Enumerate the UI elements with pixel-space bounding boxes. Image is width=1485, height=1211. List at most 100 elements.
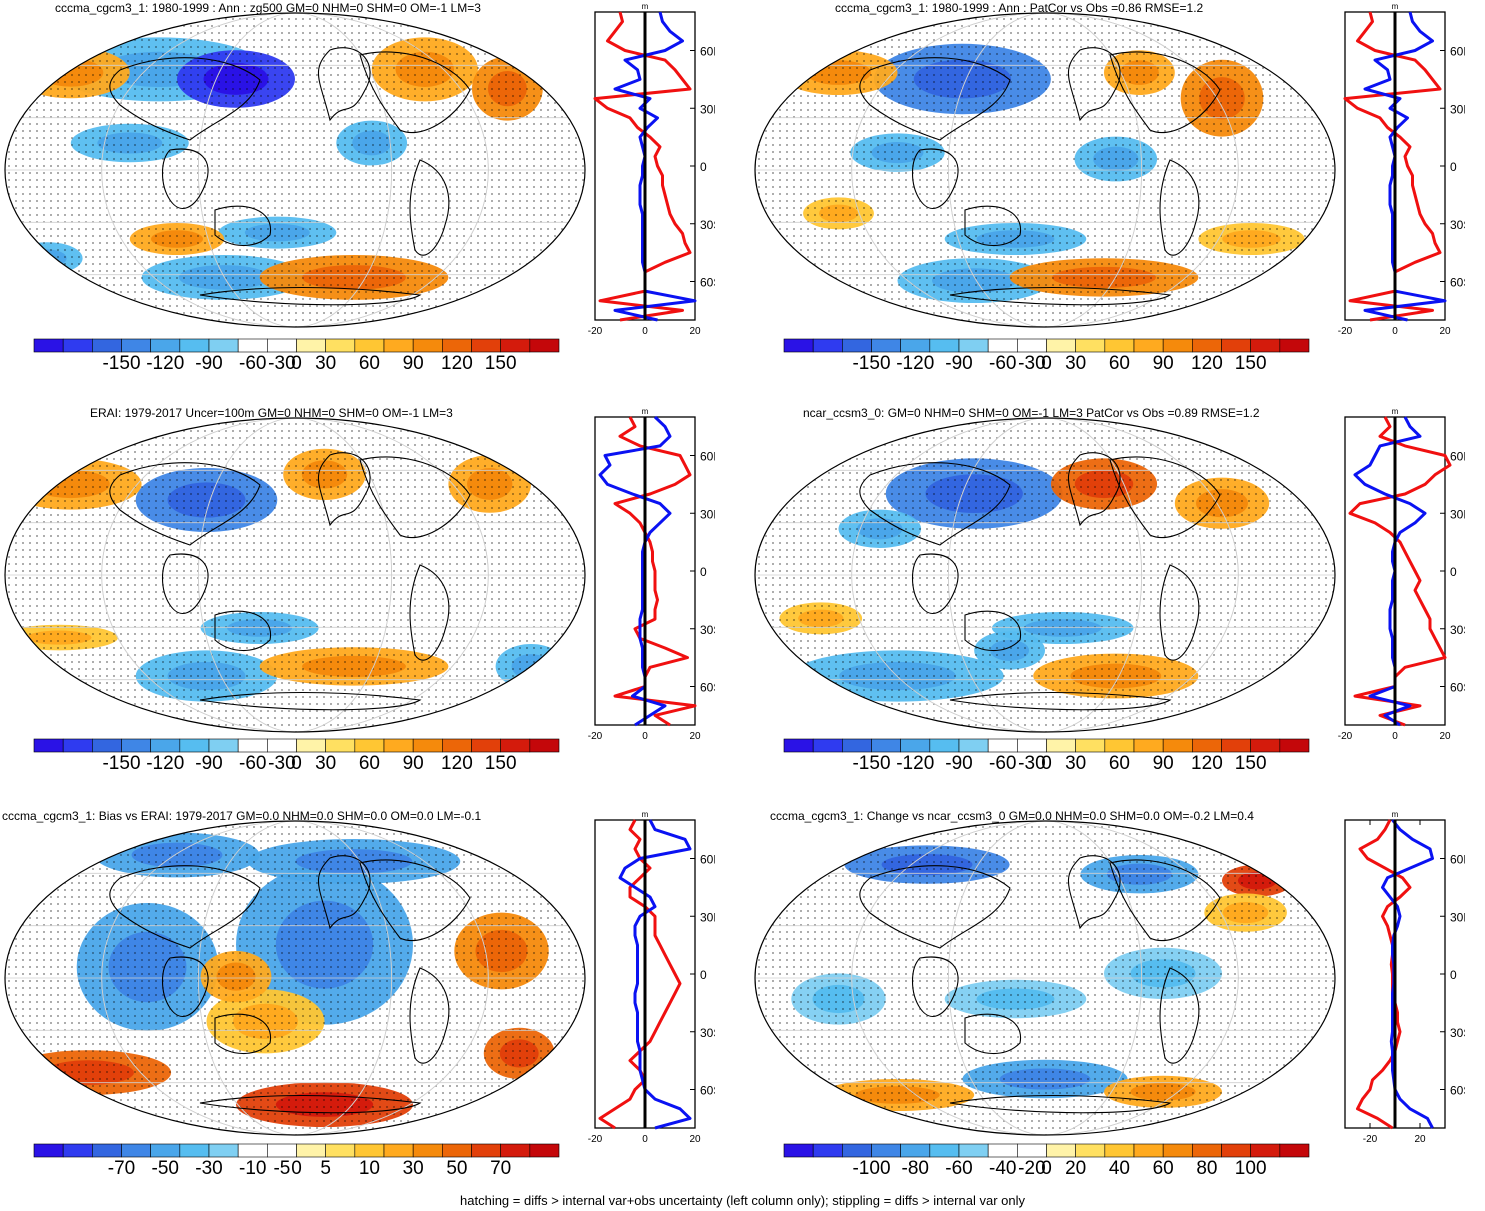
colorbar-swatch [929, 738, 960, 753]
colorbar-label: -30 [1018, 753, 1046, 774]
colorbar-label: 30 [315, 353, 337, 374]
map-frame [754, 417, 1336, 733]
colorbar-swatch [1133, 338, 1164, 353]
panel-title: cccma_cgcm3_1: 1980-1999 : Ann : PatCor … [835, 1, 1204, 15]
colorbar-label: 60 [358, 753, 380, 774]
colorbar-label: 0 [1041, 353, 1052, 374]
colorbar-label: 60 [1108, 353, 1130, 374]
coastline [1067, 855, 1121, 930]
colorbar-label: 150 [484, 753, 517, 774]
colorbar-label: -150 [852, 353, 891, 374]
zonal-profile: m 60N 30N 0 30S 60S -20 0 20 [588, 810, 715, 1145]
lat-tick-label: 60S [1450, 1084, 1465, 1098]
lat-tick-label: 60S [1450, 681, 1465, 695]
colorbar-swatch [267, 338, 297, 353]
colorbar-label: -40 [989, 1158, 1017, 1179]
panel-5: cccma_cgcm3_1: Bias vs ERAI: 1979-2017 G… [0, 808, 740, 1208]
colorbar-label: 70 [490, 1158, 512, 1179]
colorbar-swatch [1250, 1143, 1281, 1158]
lat-tick-label: 60N [1450, 853, 1465, 867]
colorbar-swatch [1250, 338, 1281, 353]
panel-title: cccma_cgcm3_1: Change vs ncar_ccsm3_0 GM… [770, 809, 1254, 823]
colorbar-label: 5 [320, 1158, 331, 1179]
panel-4: ncar_ccsm3_0: GM=0 NHM=0 SHM=0 OM=-1 LM=… [750, 405, 1485, 805]
colorbar-swatch [383, 1143, 414, 1158]
map-frame [4, 820, 586, 1136]
coastline [1159, 967, 1200, 1064]
meridian-line [197, 821, 393, 1135]
coastline [199, 691, 422, 711]
colorbar-swatch [1250, 738, 1281, 753]
colorbar-label: 150 [1234, 753, 1267, 774]
colorbar-swatch [900, 338, 931, 353]
colorbar-swatch [529, 338, 560, 353]
map-frame [4, 12, 586, 328]
x-tick-label: 20 [1414, 1134, 1426, 1145]
coastline [359, 51, 471, 134]
profile-unit: m [1392, 2, 1399, 11]
colorbar-label: -30 [1018, 353, 1046, 374]
meridian-line [947, 821, 1143, 1135]
colorbar [33, 338, 560, 353]
zonal-profile: m 60N 30N 0 30S 60S -20 0 20 [588, 2, 715, 337]
panel-2: cccma_cgcm3_1: 1980-1999 : Ann : PatCor … [750, 0, 1485, 400]
colorbar-label: 60 [1152, 1158, 1174, 1179]
lat-tick-label: 30S [1450, 218, 1465, 232]
coastline [161, 553, 209, 614]
colorbar [783, 1143, 1310, 1158]
colorbar-label: 100 [1234, 1158, 1267, 1179]
coastline [214, 205, 272, 247]
colorbar-swatch [267, 1143, 297, 1158]
colorbar-swatch [354, 338, 385, 353]
colorbar-label: -50 [151, 1158, 179, 1179]
colorbar-label: -5 [273, 1158, 291, 1179]
colorbar-swatch [1104, 1143, 1135, 1158]
lat-tick-label: 60N [1450, 450, 1465, 464]
lat-tick-label: 0 [700, 160, 707, 174]
colorbar-swatch [871, 738, 901, 753]
colorbar-swatch [529, 1143, 560, 1158]
colorbar-label: -100 [852, 1158, 891, 1179]
colorbar-label: -120 [896, 753, 935, 774]
colorbar-label: -30 [268, 753, 296, 774]
colorbar-swatch [208, 738, 239, 753]
map-frame [4, 417, 586, 733]
coastline [1067, 452, 1121, 527]
colorbar-label: -30 [268, 353, 296, 374]
coastline [1159, 564, 1200, 661]
lat-tick-label: 30N [700, 102, 715, 116]
colorbar-swatch [325, 738, 356, 753]
colorbar-swatch [500, 738, 531, 753]
x-tick-label: 0 [642, 731, 648, 742]
coastline [199, 1094, 422, 1114]
profile-unit: m [642, 407, 649, 416]
coastline [161, 956, 209, 1017]
colorbar-swatch [237, 1143, 268, 1158]
meridian-line [851, 13, 1239, 327]
meridian-line [947, 13, 1143, 327]
coastline [1159, 159, 1200, 256]
meridian-line [851, 418, 1239, 732]
profile-blue-line [1381, 819, 1434, 1129]
colorbar-swatch [1046, 1143, 1076, 1158]
meridian-line [947, 418, 1143, 732]
profile-red-line [1356, 819, 1412, 1130]
coastline [964, 1013, 1022, 1055]
colorbar-swatch [471, 738, 501, 753]
colorbar-label: 0 [1041, 753, 1052, 774]
profile-blue-line [598, 415, 672, 727]
colorbar-label: 90 [402, 353, 424, 374]
colorbar-swatch [33, 738, 64, 753]
colorbar-swatch [412, 738, 443, 753]
colorbar-label: -60 [239, 753, 267, 774]
colorbar-swatch [1046, 738, 1076, 753]
coastline [199, 286, 422, 306]
colorbar-swatch [354, 738, 385, 753]
colorbar-label: -70 [107, 1158, 136, 1179]
coastline [964, 205, 1022, 247]
zonal-profile: m 60N 30N 0 30S 60S -20 0 20 [1338, 407, 1465, 742]
colorbar-swatch [471, 338, 501, 353]
colorbar-swatch [842, 338, 872, 353]
colorbar-label: 30 [1065, 353, 1087, 374]
lat-tick-label: 30S [1450, 1026, 1465, 1040]
